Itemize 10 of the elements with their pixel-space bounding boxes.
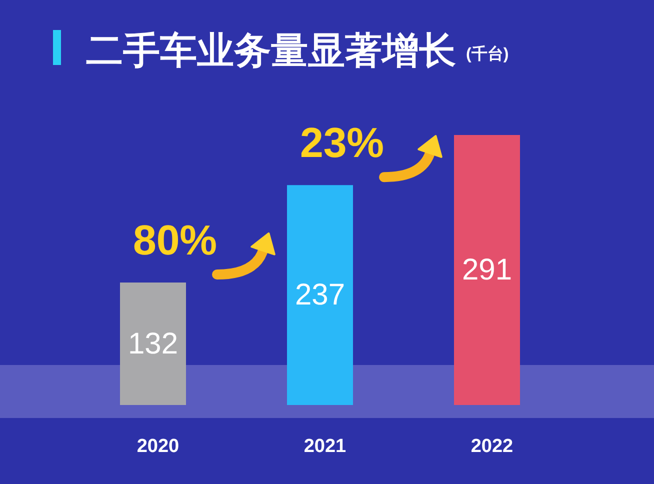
x-tick-label: 2021 — [304, 436, 347, 457]
annotation: 80% — [132, 216, 218, 264]
chart-title: 二手车业务量显著增长 — [86, 30, 456, 71]
data-label: 291 — [462, 254, 512, 286]
x-tick-label: 2020 — [136, 436, 180, 457]
data-label: 237 — [294, 278, 346, 312]
data-label: 132 — [128, 327, 178, 360]
chart-subtitle: (千台) — [466, 45, 509, 63]
annotation: 23% — [300, 119, 384, 166]
x-tick-label: 2022 — [470, 436, 514, 457]
